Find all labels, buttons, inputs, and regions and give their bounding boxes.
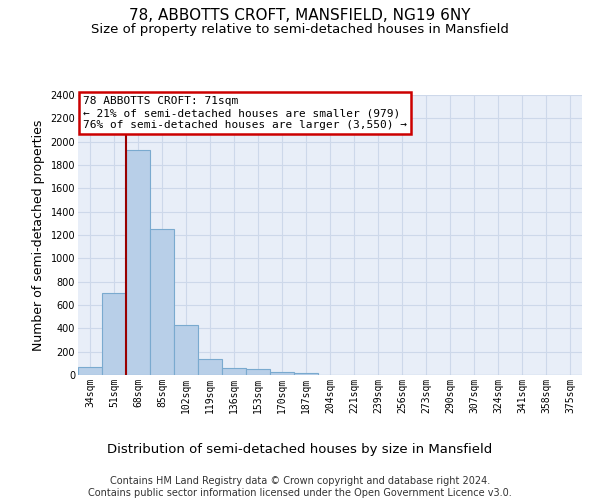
Bar xyxy=(174,326,198,375)
Bar xyxy=(150,229,174,375)
Bar xyxy=(198,358,222,375)
Bar xyxy=(294,372,318,375)
Text: 78 ABBOTTS CROFT: 71sqm
← 21% of semi-detached houses are smaller (979)
76% of s: 78 ABBOTTS CROFT: 71sqm ← 21% of semi-de… xyxy=(83,96,407,130)
Y-axis label: Number of semi-detached properties: Number of semi-detached properties xyxy=(32,120,45,350)
Text: Contains HM Land Registry data © Crown copyright and database right 2024.
Contai: Contains HM Land Registry data © Crown c… xyxy=(88,476,512,498)
Bar xyxy=(126,150,150,375)
Bar xyxy=(78,367,102,375)
Bar xyxy=(270,372,294,375)
Text: Size of property relative to semi-detached houses in Mansfield: Size of property relative to semi-detach… xyxy=(91,22,509,36)
Bar xyxy=(102,294,126,375)
Text: Distribution of semi-detached houses by size in Mansfield: Distribution of semi-detached houses by … xyxy=(107,442,493,456)
Bar xyxy=(222,368,246,375)
Bar xyxy=(246,369,270,375)
Text: 78, ABBOTTS CROFT, MANSFIELD, NG19 6NY: 78, ABBOTTS CROFT, MANSFIELD, NG19 6NY xyxy=(129,8,471,22)
